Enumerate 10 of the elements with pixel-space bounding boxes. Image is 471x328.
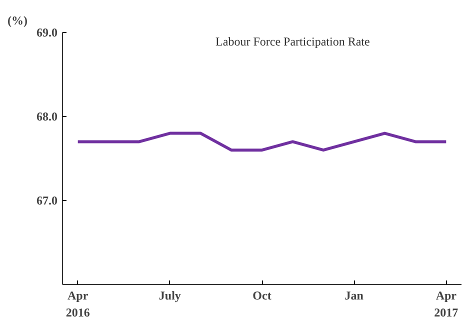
y-tick-label: 67.0 xyxy=(36,194,58,208)
x-tick-label: Apr 2016 xyxy=(66,288,90,320)
y-tick-label: 69.0 xyxy=(36,26,58,40)
x-tick-label: Apr 2017 xyxy=(434,288,458,320)
chart-title: Labour Force Participation Rate xyxy=(216,34,370,48)
y-tick-label: 68.0 xyxy=(36,110,58,124)
x-tick-label: Jan xyxy=(344,288,364,302)
x-tick-label: July xyxy=(158,288,181,302)
x-tick-label: Oct xyxy=(252,288,272,302)
y-axis-title: (%) xyxy=(8,14,28,28)
